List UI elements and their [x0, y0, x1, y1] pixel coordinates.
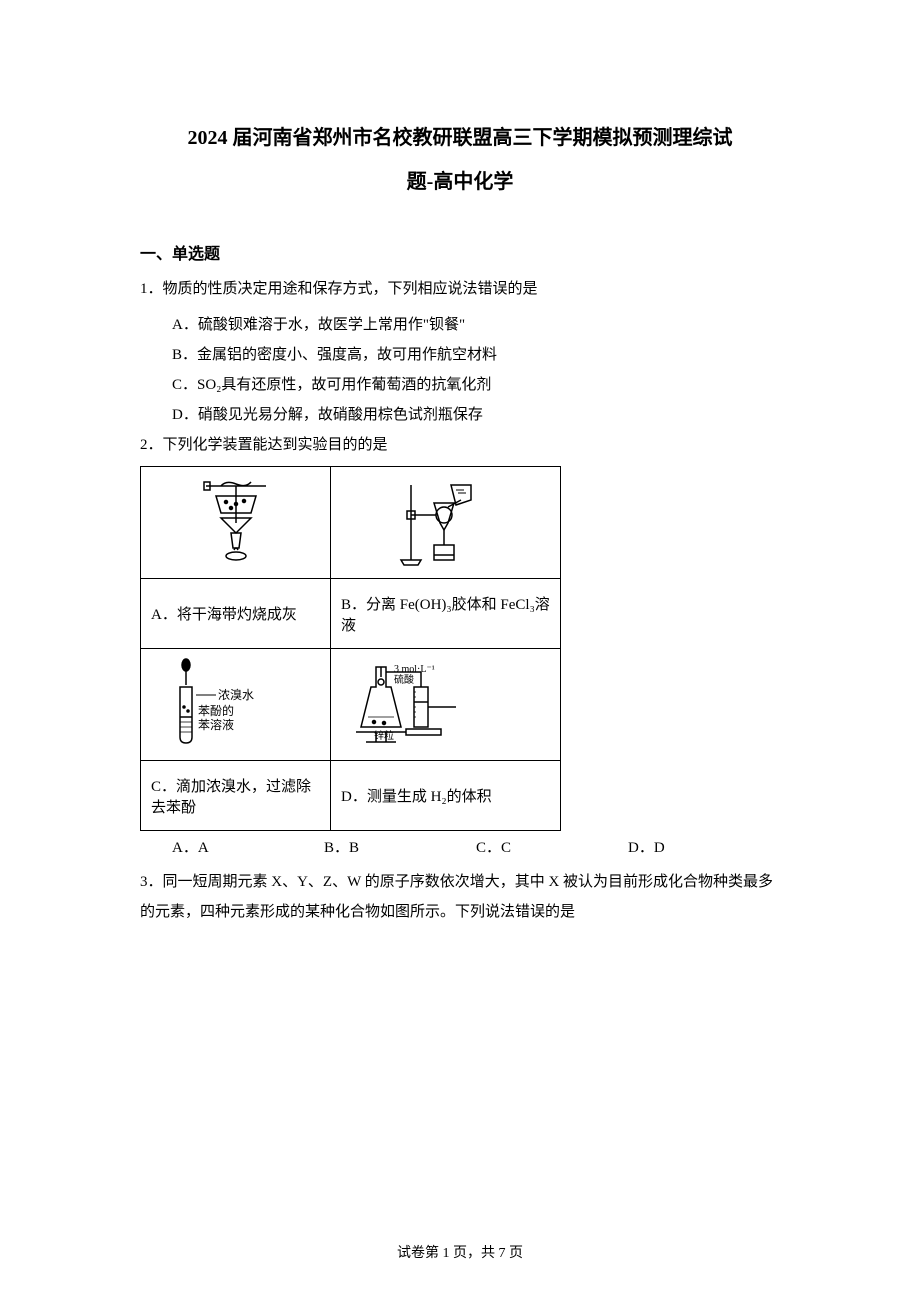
q1-stem: 1．物质的性质决定用途和保存方式，下列相应说法错误的是: [140, 274, 780, 304]
apparatus-c-cell: 浓溴水 苯酚的 苯溶液: [141, 649, 331, 761]
table-row: 浓溴水 苯酚的 苯溶液: [141, 649, 561, 761]
page-subtitle: 题-高中化学: [140, 164, 780, 200]
section-heading: 一、单选题: [140, 240, 780, 264]
q1-option-a: A．硫酸钡难溶于水，故医学上常用作"钡餐": [140, 310, 780, 340]
q2-choice-a: A．A: [172, 833, 324, 863]
page-title: 2024 届河南省郑州市名校教研联盟高三下学期模拟预测理综试: [140, 120, 780, 156]
apparatus-b-cell: [331, 467, 561, 579]
gas-measure-icon: 3 mol·L⁻¹ 硫酸 锌粒: [346, 657, 546, 752]
label-phenol: 苯酚的: [198, 703, 234, 718]
table-row: A．将干海带灼烧成灰 B．分离 Fe(OH)₃胶体和 FeCl₃溶液: [141, 579, 561, 649]
q2-choice-b: B．B: [324, 833, 476, 863]
q2-choice-c: C．C: [476, 833, 628, 863]
label-bromine-water: 浓溴水: [218, 688, 254, 702]
q2-choices: A．A B．B C．C D．D: [140, 833, 780, 863]
q3-stem: 3．同一短周期元素 X、Y、Z、W 的原子序数依次增大，其中 X 被认为目前形成…: [140, 867, 780, 927]
apparatus-table: A．将干海带灼烧成灰 B．分离 Fe(OH)₃胶体和 FeCl₃溶液 浓溴水 苯…: [140, 466, 561, 831]
apparatus-c-label: C．滴加浓溴水，过滤除去苯酚: [141, 761, 331, 831]
label-concentration: 3 mol·L⁻¹: [394, 664, 435, 675]
apparatus-a-cell: [141, 467, 331, 579]
q2-choice-d: D．D: [628, 833, 780, 863]
q1-option-c: C．SO₂具有还原性，故可用作葡萄酒的抗氧化剂: [140, 370, 780, 400]
q1-option-b: B．金属铝的密度小、强度高，故可用作航空材料: [140, 340, 780, 370]
crucible-burning-icon: [196, 478, 276, 568]
label-benzene-solution: 苯溶液: [198, 717, 234, 732]
apparatus-d-cell: 3 mol·L⁻¹ 硫酸 锌粒: [331, 649, 561, 761]
apparatus-b-label: B．分离 Fe(OH)₃胶体和 FeCl₃溶液: [331, 579, 561, 649]
table-row: [141, 467, 561, 579]
q1-option-d: D．硝酸见光易分解，故硝酸用棕色试剂瓶保存: [140, 400, 780, 430]
label-zinc: 锌粒: [374, 729, 394, 742]
filtration-icon: [396, 475, 496, 570]
label-sulfuric-acid: 硫酸: [394, 673, 414, 686]
apparatus-d-label: D．测量生成 H₂的体积: [331, 761, 561, 831]
table-row: C．滴加浓溴水，过滤除去苯酚 D．测量生成 H₂的体积: [141, 761, 561, 831]
q2-stem: 2．下列化学装置能达到实验目的的是: [140, 430, 780, 460]
apparatus-a-label: A．将干海带灼烧成灰: [141, 579, 331, 649]
test-tube-dropper-icon: 浓溴水 苯酚的 苯溶液: [166, 657, 306, 752]
page-footer: 试卷第 1 页，共 7 页: [0, 1242, 920, 1262]
